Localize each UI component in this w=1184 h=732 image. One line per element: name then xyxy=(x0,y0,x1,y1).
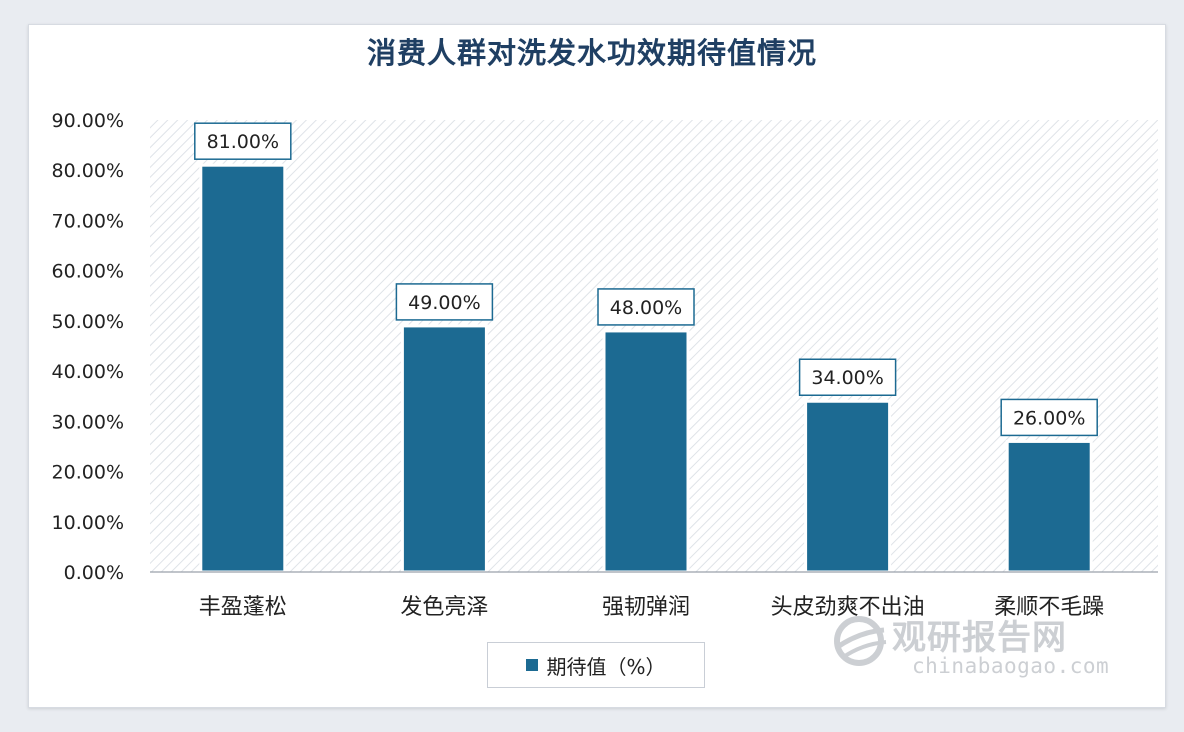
chart-title: 消费人群对洗发水功效期待值情况 xyxy=(366,36,817,70)
y-tick-label: 60.00% xyxy=(52,261,124,283)
x-tick-label: 强韧弹润 xyxy=(602,595,690,620)
y-tick-label: 80.00% xyxy=(52,160,124,182)
y-tick-label: 40.00% xyxy=(52,361,124,383)
data-label-box xyxy=(798,358,897,396)
data-label-box xyxy=(1000,398,1098,437)
y-tick-label: 30.00% xyxy=(52,411,124,433)
data-label: 49.00% xyxy=(408,292,480,314)
bar xyxy=(602,329,690,574)
legend: 期待值（%） xyxy=(487,642,705,688)
bar xyxy=(804,399,892,574)
x-tick-label: 丰盈蓬松 xyxy=(199,595,287,620)
data-label: 81.00% xyxy=(207,131,279,153)
legend-label: 期待值（%） xyxy=(546,654,666,679)
legend-swatch xyxy=(526,659,539,671)
data-label: 26.00% xyxy=(1013,407,1085,429)
globe-logo-icon xyxy=(834,616,887,666)
data-label: 48.00% xyxy=(610,297,682,319)
data-label-box xyxy=(194,122,292,160)
y-tick-label: 20.00% xyxy=(52,462,124,484)
watermark: 观研报告网 chinabaogao.com xyxy=(830,604,1150,684)
x-tick-label: 柔顺不毛躁 xyxy=(994,595,1104,620)
y-axis: 0.00% 10.00% 20.00% 30.00% 40.00% 50.00% 60.00… xyxy=(52,110,124,584)
bar xyxy=(1005,439,1093,574)
y-tick-label: 70.00% xyxy=(52,210,124,232)
y-tick-label: 10.00% xyxy=(52,512,124,534)
y-tick-label: 50.00% xyxy=(52,311,124,333)
x-axis: 丰盈蓬松 发色亮泽 强韧弹润 头皮劲爽不出油 柔顺不毛躁 xyxy=(150,571,1158,620)
bars: 81.00% 49.00% 48.00% 34.00% 26.00% xyxy=(194,122,1098,574)
y-tick-label: 0.00% xyxy=(64,562,124,584)
data-label-box xyxy=(395,283,494,321)
x-tick-label: 头皮劲爽不出油 xyxy=(771,595,925,620)
data-label: 34.00% xyxy=(811,367,883,389)
data-label-box xyxy=(597,288,695,326)
watermark-site: chinabaogao.com xyxy=(912,654,1110,678)
bar xyxy=(199,163,287,574)
bar xyxy=(400,324,488,574)
watermark-brand: 观研报告网 xyxy=(892,618,1067,658)
y-tick-label: 90.00% xyxy=(52,110,124,132)
x-tick-label: 发色亮泽 xyxy=(400,595,488,620)
